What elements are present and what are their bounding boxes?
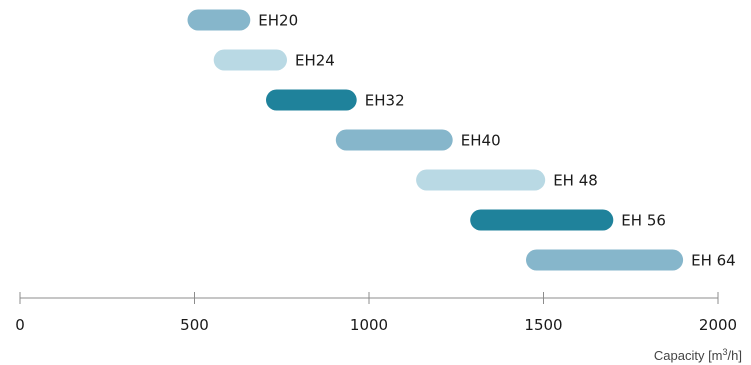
x-tick-label-0: 0 <box>15 316 25 334</box>
range-bar-eh32 <box>266 89 357 111</box>
x-tick-label-1500: 1500 <box>524 316 562 334</box>
bar-label-eh32: EH32 <box>365 92 405 110</box>
bars-group: EH20 EH24 EH32 EH40 EH 48 EH 56 EH 64 <box>187 9 736 271</box>
bar-label-eh56: EH 56 <box>621 212 666 230</box>
x-tick-label-500: 500 <box>180 316 209 334</box>
bar-label-eh24: EH24 <box>295 52 335 70</box>
range-bar-eh40 <box>335 129 453 151</box>
range-bar-eh64 <box>526 249 684 271</box>
x-tick-label-1000: 1000 <box>350 316 388 334</box>
range-bar-eh48 <box>416 169 546 191</box>
x-axis: 0 500 1000 1500 2000 <box>15 292 737 334</box>
range-bar-eh24 <box>213 49 287 71</box>
range-bar-eh56 <box>470 209 614 231</box>
bar-label-eh48: EH 48 <box>553 172 598 190</box>
x-axis-title: Capacity [m3/h] <box>654 347 742 363</box>
bar-label-eh40: EH40 <box>461 132 501 150</box>
bar-label-eh64: EH 64 <box>691 252 736 270</box>
x-tick-label-2000: 2000 <box>699 316 737 334</box>
range-bar-eh20 <box>187 9 251 31</box>
bar-label-eh20: EH20 <box>258 12 298 30</box>
